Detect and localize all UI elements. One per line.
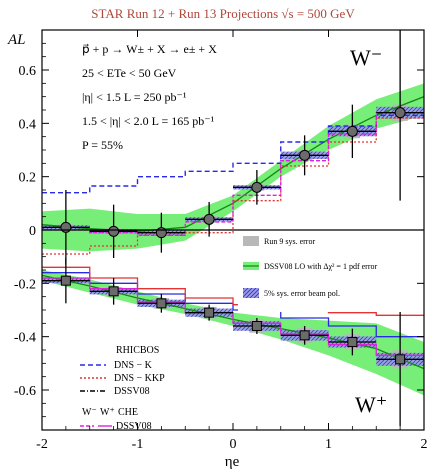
legend-syserr-label: Run 9 sys. error [264, 237, 315, 246]
annotations: p⃗ + p → W± + X → e± + X 25 < ETe < 50 G… [82, 42, 387, 417]
panel-label-wplus: W⁺ [355, 392, 387, 417]
y-ticks: -0.6 -0.4 -0.2 0 0.2 0.4 0.6 [14, 42, 424, 418]
chart-title: STAR Run 12 + Run 13 Projections √s = 50… [91, 6, 355, 21]
legend-beampol-swatch [243, 288, 259, 298]
wplus-data-point [204, 307, 215, 318]
wplus-data-point [347, 337, 358, 347]
annotation-eta-high: 1.5 < |η| < 2.0 L = 165 pb⁻¹ [82, 114, 215, 128]
wplus-data-point [60, 275, 71, 286]
x-tick-label: -2 [36, 437, 48, 452]
y-tick-label: 0.6 [19, 64, 37, 79]
legend-dssv-label: DSSV08 [114, 386, 150, 397]
panel-label-wminus: W⁻ [350, 45, 382, 70]
wminus-data-point [394, 107, 406, 119]
y-tick-label: -0.2 [14, 277, 36, 292]
annotation-et-range: 25 < ETe < 50 GeV [82, 66, 177, 80]
x-tick-label: 1 [325, 437, 332, 452]
wminus-data-point [108, 225, 120, 237]
y-tick-label: 0.2 [19, 171, 37, 186]
legend-syserr-swatch [243, 236, 259, 246]
data-points [42, 30, 424, 426]
y-tick-label: -0.4 [14, 331, 36, 346]
plot-area [42, 30, 424, 426]
curve-wminus-dns-kkp [42, 117, 424, 255]
pdf-band-wminus [42, 83, 424, 252]
x-tick-label: 0 [230, 437, 237, 452]
curve-wminus-dns-k [42, 114, 424, 194]
x-axis-label: ηe [225, 454, 240, 470]
legend-wminus-header: W⁻ [82, 407, 97, 418]
y-tick-label: 0.4 [19, 117, 37, 132]
wminus-data-point [299, 149, 311, 161]
y-tick-label: 0 [29, 224, 36, 239]
wminus-data-point [251, 181, 263, 193]
legend-upper: Run 9 sys. error DSSV08 LO with Δχ² = 1 … [238, 232, 424, 312]
annotation-polarization: P = 55% [82, 138, 123, 152]
wplus-data-point [299, 330, 310, 341]
wplus-data-point [156, 298, 167, 309]
wminus-data-point [203, 213, 215, 225]
legend-che-dssv-label: DSSV08 [116, 421, 152, 432]
legend-band-label: DSSV08 LO with Δχ² = 1 pdf error [264, 262, 377, 271]
annotation-process: p⃗ + p → W± + X → e± + X [82, 42, 217, 56]
legend-dns-k-label: DNS − K [114, 360, 153, 371]
wminus-data-point [346, 125, 358, 137]
y-tick-label: -0.6 [14, 384, 36, 399]
wplus-data-point [395, 354, 406, 365]
y-axis-label: AL [7, 32, 26, 48]
legend-rhicbos-header: RHICBOS [116, 345, 159, 356]
annotation-eta-low: |η| < 1.5 L = 250 pb⁻¹ [82, 90, 187, 104]
x-tick-label: -1 [132, 437, 144, 452]
x-ticks: -2 -1 0 1 2 [36, 30, 428, 452]
wplus-data-point [251, 321, 262, 331]
legend-che-header: CHE [118, 407, 138, 418]
wplus-data-point [108, 286, 119, 297]
wminus-data-point [60, 221, 72, 233]
wminus-data-point [155, 227, 167, 239]
legend-beampol-label: 5% sys. error beam pol. [264, 289, 340, 298]
legend-wplus-header: W⁺ [100, 407, 115, 418]
legend-lower: RHICBOS DNS − K DNS − KKP DSSV08 W⁻ W⁺ C… [80, 345, 165, 432]
x-tick-label: 2 [421, 437, 428, 452]
legend-dns-kkp-label: DNS − KKP [114, 373, 165, 384]
legend-upper-bg [238, 232, 424, 312]
